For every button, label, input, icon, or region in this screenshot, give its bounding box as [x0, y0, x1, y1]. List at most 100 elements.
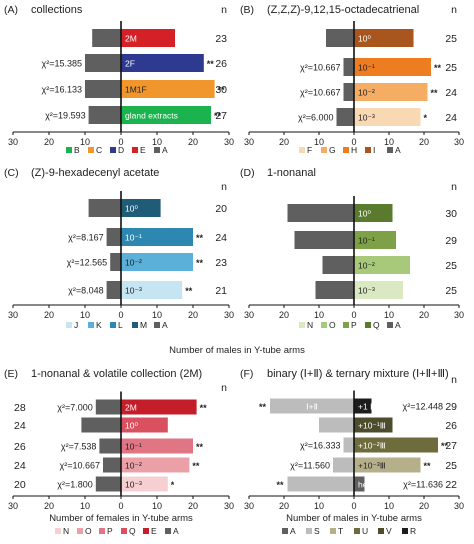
panel-e-tick-label-6: 20 — [188, 501, 198, 511]
panel-e-n-value-1: 28 — [14, 402, 26, 414]
panel-c-chi-square-4: χ²=8.048 — [68, 286, 104, 296]
panel-a-bar-left-3 — [85, 80, 121, 98]
panel-c-significance-4: ** — [185, 286, 193, 296]
panel-f-significance-3: ** — [441, 441, 449, 451]
middle-xlabel: Number of males in Y-tube arms — [169, 345, 305, 356]
panel-c-legend-swatch-2 — [88, 322, 94, 328]
panel-e-legend-swatch-3 — [99, 528, 105, 534]
panel-e-title: 1-nonanal & volatile collection (2M) — [31, 368, 202, 380]
panel-d-n-value-2: 29 — [445, 235, 457, 247]
panel-f-tick-label-4: 0 — [351, 501, 356, 511]
panel-b-bar-right-4 — [354, 108, 421, 126]
panel-c-legend-swatch-3 — [110, 322, 116, 328]
panel-d-legend-swatch-5 — [387, 322, 393, 328]
panel-d-tick-label-1: 30 — [244, 310, 254, 320]
panel-b-significance-3: ** — [431, 88, 439, 98]
panel-a-tick-label-6: 20 — [188, 137, 198, 147]
panel-c-bar-left-2 — [106, 228, 121, 246]
panel-b-bar-left-1 — [326, 29, 354, 47]
panel-f-category-label-4: +10⁻³Ⅲ — [358, 461, 386, 471]
panel-c-tick-label-5: 10 — [152, 310, 162, 320]
panel-f-n-value-3: 27 — [445, 440, 457, 452]
panel-c-tick-label-4: 0 — [118, 310, 123, 320]
panel-e-bar-left-4 — [103, 457, 121, 473]
panel-f-bar-right-1 — [354, 398, 372, 414]
panel-b-chi-square-3: χ²=10.667 — [300, 88, 341, 98]
panel-d-tick-label-4: 0 — [351, 310, 356, 320]
panel-a-bar-left-1 — [92, 29, 121, 47]
panel-e-bar-right-4 — [121, 457, 190, 473]
panel-c-legend-swatch-1 — [66, 322, 72, 328]
panel-b-n-value-1: 25 — [445, 33, 457, 45]
panel-b-tick-label-3: 10 — [314, 137, 324, 147]
panel-e-chi-square-3: χ²=7.538 — [61, 442, 97, 452]
panel-e-bar-left-1 — [95, 399, 121, 415]
panel-c-tick-label-1: 30 — [8, 310, 18, 320]
panel-f-bar-right-5 — [354, 476, 365, 492]
panel-c-legend-label-3: L — [118, 320, 123, 330]
panel-f-n-value-4: 25 — [445, 460, 457, 472]
panel-e-n-value-2: 24 — [14, 420, 26, 432]
panel-d-legend-label-2: O — [329, 320, 336, 330]
panel-b-bar-right-1 — [354, 29, 414, 47]
panel-d-bar-left-4 — [315, 281, 354, 299]
panel-a-tick-label-5: 10 — [152, 137, 162, 147]
panel-b-legend-label-1: F — [307, 145, 312, 155]
panel-d-legend-label-3: P — [351, 320, 357, 330]
panel-a-legend-swatch-3 — [110, 147, 116, 153]
panel-c-tick-label-6: 20 — [188, 310, 198, 320]
panel-f-chi-square-1: χ²=12.448 — [402, 402, 443, 412]
panel-c-bar-left-4 — [106, 281, 121, 299]
panel-b-category-label-2: 10⁻¹ — [358, 63, 375, 73]
panel-f-bar-left-3 — [343, 437, 354, 453]
panel-c-n-value-1: 20 — [215, 203, 227, 215]
panel-a-chi-square-2: χ²=15.385 — [41, 59, 82, 69]
panel-a-category-label-3: 1M1F — [125, 85, 147, 95]
panel-b-tick-label-5: 10 — [384, 137, 394, 147]
panel-a-significance-3: ** — [218, 85, 226, 95]
panel-d-category-label-1: 10⁰ — [358, 209, 371, 219]
panel-e-legend-label-3: P — [107, 526, 113, 536]
panel-a-chi-square-3: χ²=16.133 — [41, 85, 82, 95]
panel-d-legend-swatch-3 — [343, 322, 349, 328]
panel-e-significance-5: * — [171, 480, 175, 490]
panel-a-significance-4: ** — [214, 111, 222, 121]
panel-d-bar-right-1 — [354, 204, 393, 222]
panel-e-bar-left-2 — [81, 417, 121, 433]
panel-a-tick-label-2: 20 — [44, 137, 54, 147]
panel-f-tick-label-2: 20 — [279, 501, 289, 511]
panel-c-category-label-3: 10⁻² — [125, 258, 142, 268]
panel-f-bar-left-4 — [333, 457, 354, 473]
panel-f-left-category-label-1: Ⅰ+Ⅱ — [306, 402, 318, 412]
panel-c-bar-right-1 — [121, 199, 161, 217]
panel-a-chi-square-4: χ²=19.593 — [45, 111, 86, 121]
panel-b-tick-label-6: 20 — [419, 137, 429, 147]
panel-d-n-header: n — [451, 181, 457, 193]
panel-f-chi-square-4: χ²=11.560 — [290, 461, 330, 471]
panel-a-bar-right-1 — [121, 29, 175, 47]
panel-e-legend-swatch-6 — [165, 528, 171, 534]
panel-d-title: 1-nonanal — [267, 167, 316, 179]
panel-f-bar-right-2 — [354, 417, 393, 433]
panel-b-category-label-4: 10⁻³ — [358, 113, 375, 123]
panel-c-bar-right-4 — [121, 281, 183, 299]
panel-e-legend-label-2: O — [85, 526, 92, 536]
panel-d-tick-label-5: 10 — [384, 310, 394, 320]
panel-b-bar-left-2 — [343, 58, 354, 76]
panel-e-bar-right-3 — [121, 438, 193, 454]
panel-e-bar-right-1 — [121, 399, 197, 415]
panel-e-tick-label-3: 10 — [80, 501, 90, 511]
panel-e-bar-left-3 — [99, 438, 121, 454]
panel-d-legend-swatch-2 — [321, 322, 327, 328]
panel-b-n-header: n — [451, 4, 457, 16]
panel-e-legend-swatch-2 — [77, 528, 83, 534]
panel-f-legend-swatch-5 — [378, 528, 384, 534]
panel-f-n-header: n — [451, 374, 457, 386]
panel-e-category-label-1: 2M — [125, 403, 137, 413]
panel-e-legend-label-6: A — [173, 526, 179, 536]
panel-a-bar-right-3 — [121, 80, 215, 98]
panel-d-category-label-4: 10⁻³ — [358, 286, 375, 296]
panel-e-category-label-4: 10⁻² — [125, 461, 142, 471]
panel-e-tick-label-2: 20 — [44, 501, 54, 511]
panel-f-legend-label-3: T — [338, 526, 343, 536]
